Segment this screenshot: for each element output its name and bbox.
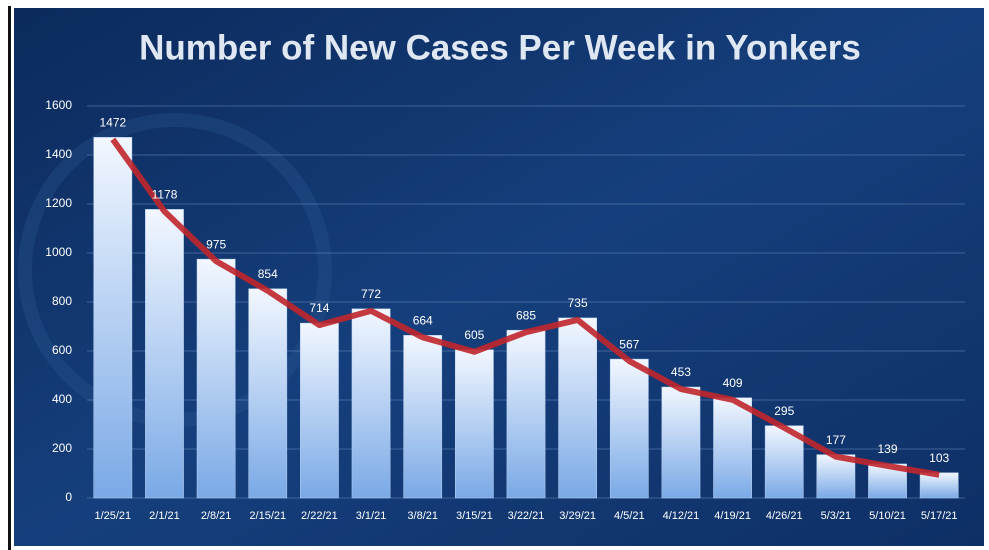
y-tick-label: 1200 [45, 196, 72, 210]
value-label: 139 [878, 442, 898, 456]
value-label: 735 [568, 296, 588, 310]
x-tick-label: 3/22/21 [508, 510, 545, 522]
plot-area: 0 200 400 600 800 1000 1200 1400 1600 1/25/21 2/1/… [45, 98, 965, 522]
x-tick-label: 2/22/21 [301, 510, 338, 522]
bar [454, 349, 494, 499]
trend-line [110, 137, 940, 478]
x-tick-label: 5/3/21 [821, 510, 852, 522]
value-label: 177 [826, 433, 846, 447]
x-tick-label: 3/15/21 [456, 510, 493, 522]
bar [661, 386, 701, 499]
value-label: 664 [413, 313, 433, 327]
bar [300, 322, 339, 499]
bar [196, 258, 236, 499]
bar [93, 137, 133, 499]
value-label: 103 [929, 451, 949, 465]
x-tick-label: 3/29/21 [559, 510, 596, 522]
x-tick-label: 3/8/21 [407, 510, 438, 522]
value-label: 1472 [99, 116, 126, 130]
y-tick-label: 600 [52, 343, 72, 357]
frame-edge [8, 6, 11, 550]
y-tick-label: 1000 [45, 245, 72, 259]
x-tick-label: 4/19/21 [714, 510, 751, 522]
x-tick-label: 3/1/21 [356, 510, 387, 522]
bar [506, 329, 546, 499]
value-label: 295 [774, 404, 794, 418]
value-label: 1178 [152, 188, 178, 202]
value-label: 409 [723, 376, 743, 390]
x-tick-label: 2/1/21 [149, 510, 180, 522]
chart-title: Number of New Cases Per Week in Yonkers [139, 28, 861, 67]
value-label: 772 [361, 287, 381, 301]
bar [248, 288, 288, 499]
y-tick-label: 1400 [45, 147, 72, 161]
bar [558, 317, 598, 499]
y-tick-label: 1600 [45, 98, 72, 112]
value-label: 567 [619, 337, 639, 351]
x-tick-label: 2/15/21 [249, 510, 286, 522]
bar [713, 397, 752, 499]
x-tick-label: 2/8/21 [201, 510, 232, 522]
x-tick-label: 5/17/21 [921, 510, 958, 522]
y-tick-label: 200 [52, 441, 72, 455]
bar [609, 358, 649, 499]
y-tick-label: 0 [65, 490, 72, 504]
value-label: 854 [258, 267, 278, 281]
bar [351, 308, 391, 499]
x-tick-label: 5/10/21 [869, 510, 906, 522]
x-tick-label: 4/26/21 [766, 510, 803, 522]
value-label: 685 [516, 308, 536, 322]
value-label: 453 [671, 365, 691, 379]
value-label: 605 [464, 328, 484, 342]
bar [919, 472, 959, 499]
value-label: 714 [309, 301, 329, 315]
bar [145, 209, 184, 499]
y-tick-label: 400 [52, 392, 72, 406]
x-tick-label: 1/25/21 [94, 510, 131, 522]
bar [403, 335, 443, 499]
x-tick-label: 4/12/21 [663, 510, 700, 522]
x-tick-label: 4/5/21 [614, 510, 645, 522]
y-tick-label: 800 [52, 294, 72, 308]
value-label: 975 [206, 237, 226, 251]
